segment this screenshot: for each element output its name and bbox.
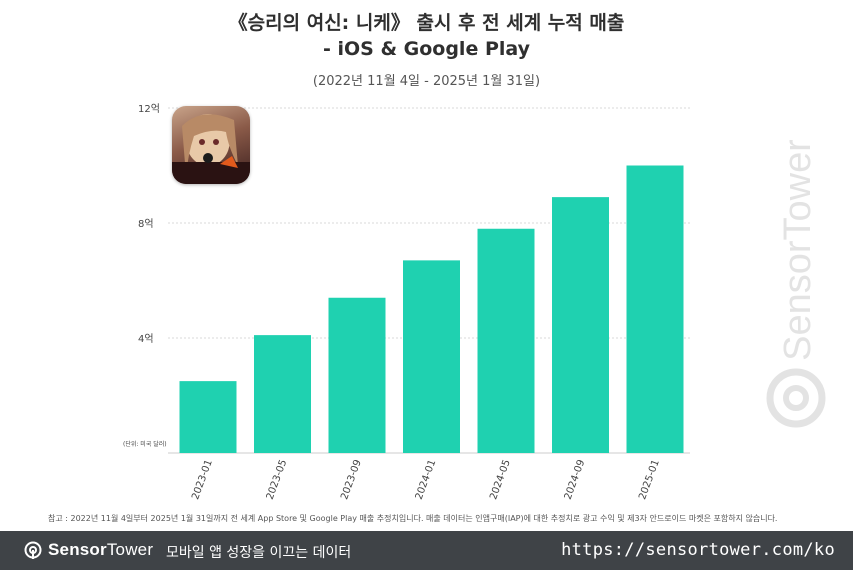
x-tick-label-2023-01: 2023-01 (190, 458, 215, 501)
bars (179, 165, 684, 453)
footer-url-link[interactable]: https://sensortower.com/ko (561, 540, 835, 560)
brand-part1: Sensor (48, 540, 107, 559)
bar-2025-01 (626, 165, 684, 453)
x-axis-ticks: 2023-01 2023-05 2023-09 2024-01 2024-05 2024-… (190, 458, 662, 501)
y-axis-ticks: 4억 8억 12억 (138, 103, 160, 345)
nikke-app-icon (172, 106, 250, 184)
x-tick-label-2024-01: 2024-01 (414, 458, 439, 501)
watermark-text: SensorTower (777, 140, 819, 361)
footer-bar: SensorTower 모바일 앱 성장을 이끄는 데이터 https://se… (0, 531, 853, 570)
x-tick-label-2024-05: 2024-05 (488, 458, 513, 501)
chart-title-line2: - iOS & Google Play (322, 38, 531, 60)
bar-chart: 4억 8억 12억 2023-01 2023-05 2023-09 2024-01 2024… (123, 103, 690, 501)
bar-2024-09 (552, 197, 609, 453)
bar-2023-09 (328, 297, 386, 453)
footer-brand[interactable]: SensorTower (48, 540, 153, 560)
unit-label: (단위: 미국 달러) (123, 440, 167, 448)
chart-title-line1: 《승리의 여신: 니케》 출시 후 전 세계 누적 매출 (228, 12, 625, 34)
x-tick-label-2024-09: 2024-09 (563, 458, 588, 501)
chart-date-range: (2022년 11월 4일 - 2025년 1월 31일) (312, 74, 541, 89)
x-tick-label-2023-05: 2023-05 (265, 458, 290, 501)
y-tick-label-1: 8억 (138, 218, 154, 230)
footer-tagline: 모바일 앱 성장을 이끄는 데이터 (166, 545, 352, 561)
bar-2024-01 (403, 260, 460, 453)
x-tick-label-2023-09: 2023-09 (339, 458, 364, 501)
y-tick-label-2: 12억 (138, 103, 160, 115)
footnote: 참고 : 2022년 11월 4일부터 2025년 1월 31일까지 전 세계 … (48, 514, 778, 523)
bar-2023-05 (254, 335, 311, 453)
bar-2023-01 (179, 381, 237, 453)
sensortower-watermark-icon: SensorTower (766, 140, 826, 428)
y-tick-label-0: 4억 (138, 333, 154, 345)
sensortower-logo-icon (24, 541, 42, 559)
bar-2024-05 (477, 228, 535, 453)
x-tick-label-2025-01: 2025-01 (637, 458, 662, 501)
brand-part2: Tower (106, 540, 154, 559)
